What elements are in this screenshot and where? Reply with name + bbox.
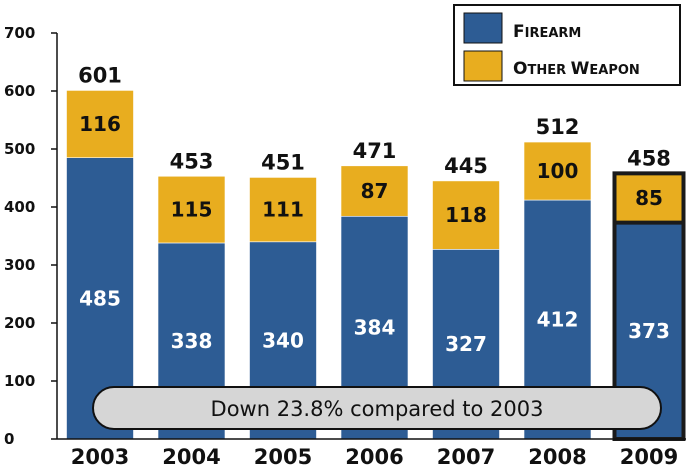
segment-value-label: 373 — [628, 319, 670, 343]
bar-segment-other-weapon — [66, 90, 134, 158]
legend-label-other-weapon: OTHER WEAPON — [513, 59, 640, 79]
segment-value-label: 412 — [537, 308, 579, 332]
bar-segment-other-weapon — [157, 175, 226, 244]
legend: FIREARM OTHER WEAPON — [453, 4, 681, 86]
x-category-label: 2003 — [71, 445, 129, 469]
segment-value-label: 115 — [171, 198, 213, 222]
bar-segment-other-weapon — [432, 180, 500, 250]
bar-segment-other-weapon — [523, 141, 592, 201]
legend-swatch-firearm — [463, 12, 503, 44]
total-value-label: 453 — [170, 149, 214, 173]
segment-value-label: 85 — [635, 186, 663, 210]
x-category-label: 2005 — [254, 445, 312, 469]
annotation: Down 23.8% compared to 2003 — [92, 386, 662, 430]
segment-value-label: 100 — [537, 159, 579, 183]
labels-layer: 485 116 601 2003 338 115 453 2004 340 111 451 2005 3… — [71, 63, 678, 469]
total-value-label: 458 — [627, 146, 671, 170]
y-tick-label: 0 — [4, 430, 14, 448]
legend-label-firearm: FIREARM — [513, 22, 581, 42]
x-category-label: 2004 — [162, 445, 220, 469]
segment-value-label: 116 — [79, 112, 121, 136]
total-value-label: 601 — [78, 63, 122, 87]
x-category-label: 2008 — [528, 445, 586, 469]
segment-value-label: 87 — [361, 179, 389, 203]
total-value-label: 445 — [444, 154, 488, 178]
y-tick-label: 600 — [4, 82, 35, 100]
x-category-label: 2007 — [437, 445, 495, 469]
segment-value-label: 338 — [171, 329, 213, 353]
segment-value-label: 118 — [445, 203, 487, 227]
segment-value-label: 111 — [262, 198, 304, 222]
total-value-label: 512 — [536, 115, 580, 139]
bar-segment-other-weapon — [340, 165, 409, 217]
y-tick-label: 200 — [4, 314, 35, 332]
total-value-label: 451 — [261, 150, 305, 174]
annotation-text: Down 23.8% compared to 2003 — [211, 397, 544, 421]
total-value-label: 471 — [353, 139, 397, 163]
x-category-label: 2006 — [345, 445, 403, 469]
annotation-pill — [92, 386, 662, 430]
segment-value-label: 327 — [445, 332, 487, 356]
y-tick-label: 300 — [4, 256, 35, 274]
y-tick-label: 400 — [4, 198, 35, 216]
y-tick-label: 100 — [4, 372, 35, 390]
segment-value-label: 384 — [354, 316, 396, 340]
segment-value-label: 340 — [262, 328, 304, 352]
axis-layer: 0 100 200 300 400 500 600 700 — [4, 24, 686, 448]
bar-segment-other-weapon — [249, 177, 317, 243]
y-tick-label: 700 — [4, 24, 35, 42]
x-category-label: 2009 — [620, 445, 678, 469]
legend-swatch-other — [463, 50, 503, 82]
y-tick-label: 500 — [4, 140, 35, 158]
segment-value-label: 485 — [79, 286, 121, 310]
